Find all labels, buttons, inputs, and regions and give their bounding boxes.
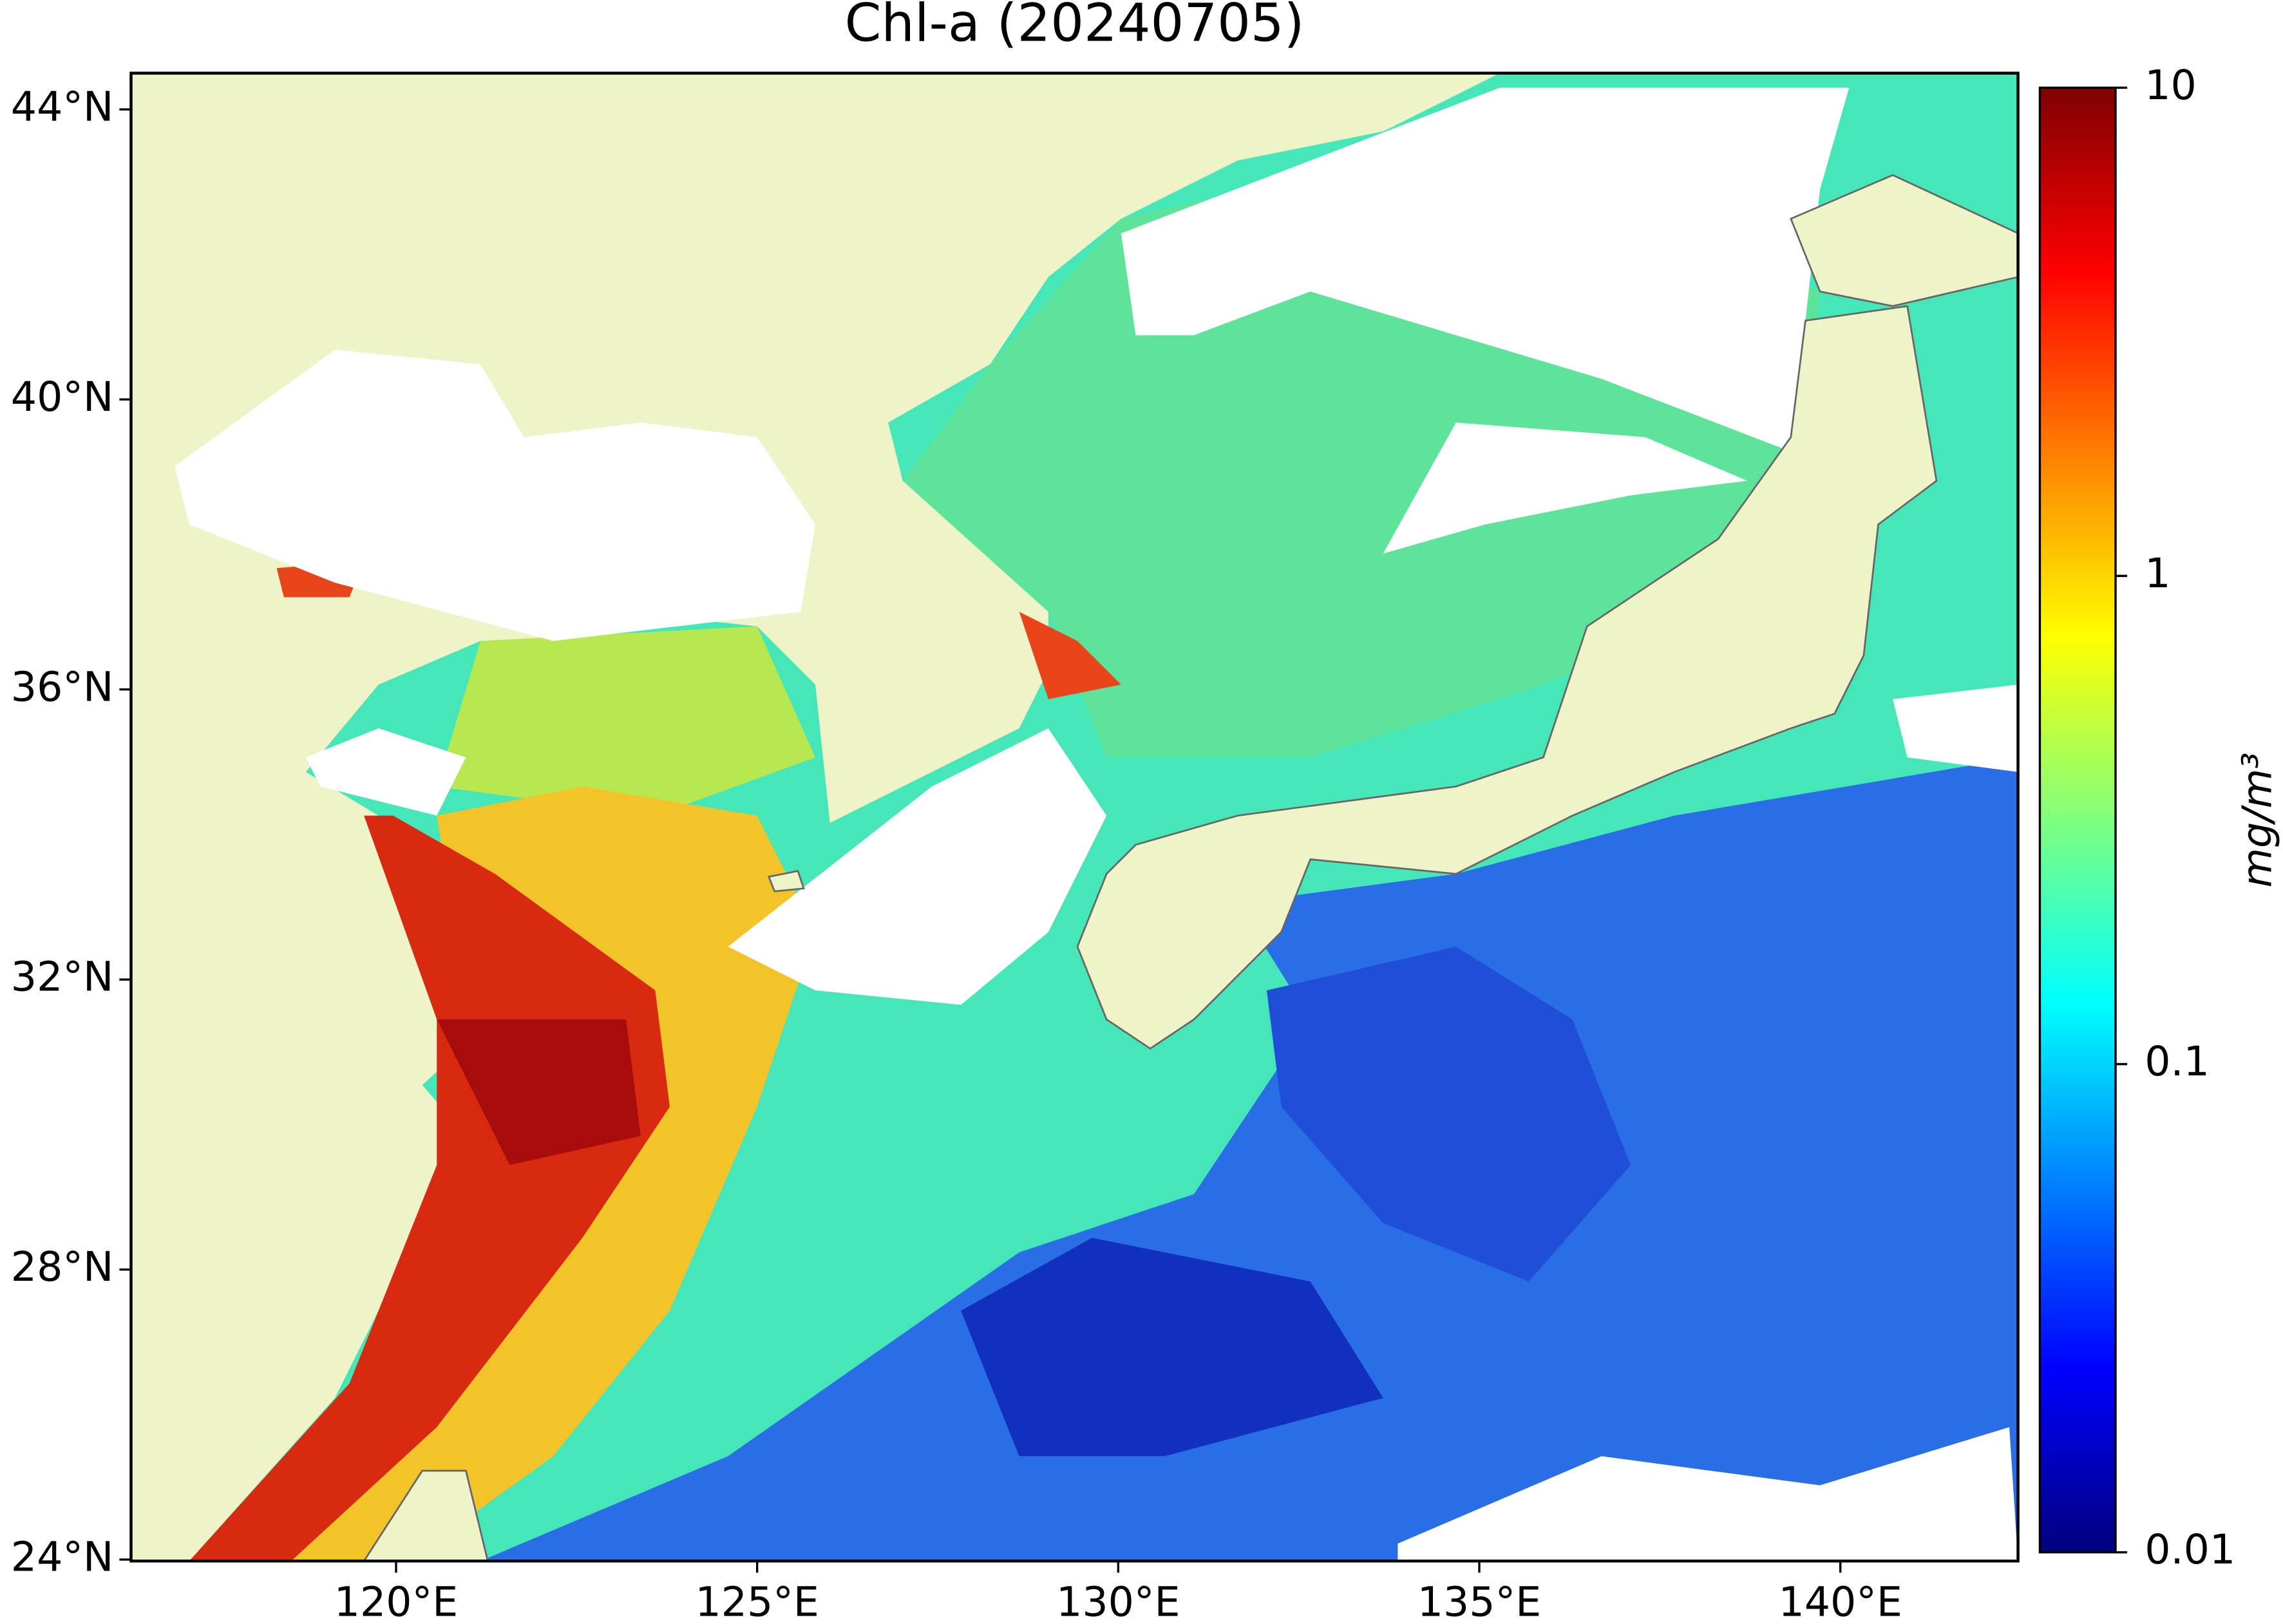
colorbar-label: mg/m³: [2233, 752, 2280, 887]
y-tick-label: 36°N: [11, 663, 114, 710]
very-low-chl-region: [961, 1238, 1383, 1457]
y-tick-label: 24°N: [11, 1533, 114, 1581]
colorbar-tick-label: 0.1: [2145, 1037, 2210, 1085]
cloud: [1383, 422, 1748, 554]
y-tick-label: 28°N: [11, 1243, 114, 1290]
x-tick-label: 135°E: [1417, 1578, 1541, 1624]
cloud: [728, 728, 1107, 1005]
cloud: [1121, 88, 1850, 452]
y-tick-label: 40°N: [11, 373, 114, 420]
cloud: [1893, 685, 2018, 772]
honshu: [1076, 305, 1938, 1050]
jeju: [767, 869, 805, 892]
chart-title: Chl-a (20240705): [845, 0, 1305, 54]
cloud: [305, 728, 466, 816]
colorbar-tick-label: 1: [2145, 549, 2170, 597]
colorbar-tick-label: 10: [2145, 61, 2197, 109]
colorbar: [2038, 86, 2117, 1554]
map-frame: [129, 71, 2020, 1563]
x-tick-label: 120°E: [334, 1578, 458, 1624]
cloud: [175, 350, 816, 641]
low-chl-region: [480, 757, 2018, 1562]
coastal-high-chl: [189, 815, 670, 1562]
coastal-high-chl: [1019, 612, 1121, 699]
cloud: [1397, 1427, 2018, 1562]
colorbar-tick-label: 0.01: [2145, 1525, 2235, 1573]
x-tick-label: 130°E: [1056, 1578, 1180, 1624]
map-area: [131, 73, 2018, 1562]
y-tick-label: 32°N: [11, 953, 114, 1001]
x-tick-label: 125°E: [695, 1578, 819, 1624]
hokkaido: [1790, 174, 2018, 307]
very-low-chl-region: [1266, 947, 1631, 1282]
x-tick-label: 140°E: [1778, 1578, 1902, 1624]
coastal-peak-chl: [437, 1019, 641, 1166]
y-tick-label: 44°N: [11, 83, 114, 131]
yellow-sea: [437, 626, 816, 816]
taiwan: [363, 1469, 489, 1562]
